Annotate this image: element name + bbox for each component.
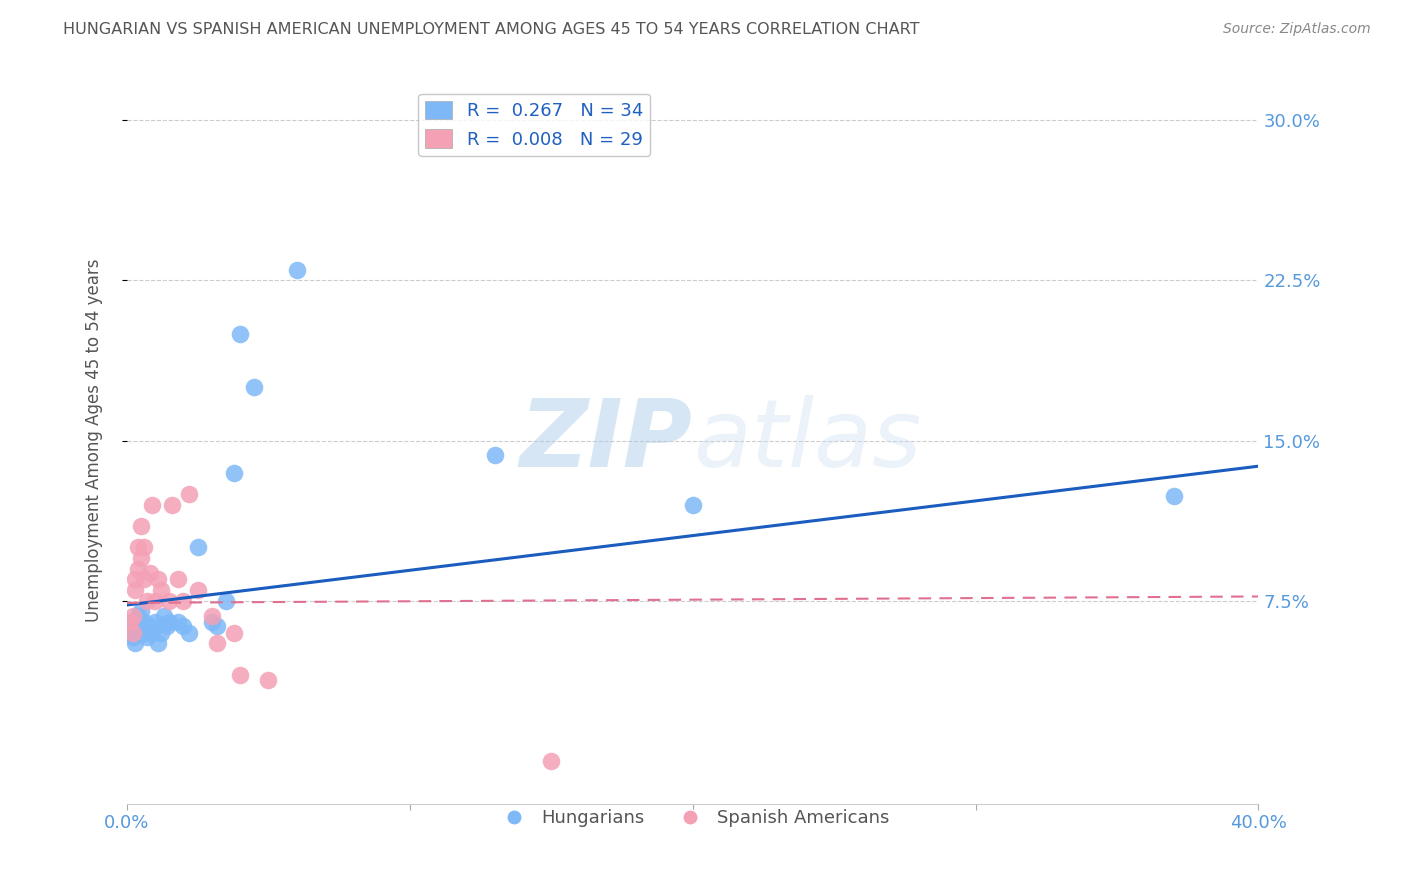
Point bbox=[124, 636, 146, 650]
Point bbox=[121, 615, 143, 629]
Point bbox=[166, 573, 188, 587]
Point bbox=[146, 636, 169, 650]
Point bbox=[229, 326, 252, 341]
Point bbox=[285, 262, 308, 277]
Point bbox=[127, 562, 149, 576]
Point bbox=[243, 380, 266, 394]
Legend: Hungarians, Spanish Americans: Hungarians, Spanish Americans bbox=[489, 802, 897, 835]
Point bbox=[135, 630, 157, 644]
Point bbox=[155, 619, 177, 633]
Point bbox=[157, 615, 180, 629]
Point bbox=[129, 551, 152, 566]
Point bbox=[149, 625, 172, 640]
Point bbox=[141, 625, 163, 640]
Text: Source: ZipAtlas.com: Source: ZipAtlas.com bbox=[1223, 22, 1371, 37]
Point bbox=[124, 583, 146, 598]
Point bbox=[207, 619, 229, 633]
Point bbox=[143, 593, 166, 607]
Point bbox=[121, 630, 143, 644]
Point bbox=[118, 625, 141, 640]
Point bbox=[215, 593, 238, 607]
Point bbox=[129, 604, 152, 618]
Point bbox=[146, 573, 169, 587]
Text: ZIP: ZIP bbox=[520, 394, 693, 486]
Point bbox=[1163, 489, 1185, 503]
Point bbox=[173, 619, 195, 633]
Point bbox=[257, 673, 280, 687]
Point bbox=[224, 625, 246, 640]
Y-axis label: Unemployment Among Ages 45 to 54 years: Unemployment Among Ages 45 to 54 years bbox=[86, 259, 103, 623]
Point bbox=[166, 615, 188, 629]
Point bbox=[484, 449, 506, 463]
Point bbox=[179, 625, 201, 640]
Point bbox=[118, 615, 141, 629]
Point bbox=[187, 541, 209, 555]
Point bbox=[135, 593, 157, 607]
Point bbox=[138, 566, 160, 580]
Point bbox=[127, 608, 149, 623]
Point bbox=[540, 754, 562, 768]
Point bbox=[224, 466, 246, 480]
Point bbox=[127, 625, 149, 640]
Point bbox=[229, 668, 252, 682]
Point bbox=[132, 615, 155, 629]
Point bbox=[201, 608, 224, 623]
Point bbox=[160, 498, 183, 512]
Text: HUNGARIAN VS SPANISH AMERICAN UNEMPLOYMENT AMONG AGES 45 TO 54 YEARS CORRELATION: HUNGARIAN VS SPANISH AMERICAN UNEMPLOYME… bbox=[63, 22, 920, 37]
Point bbox=[141, 498, 163, 512]
Point bbox=[132, 573, 155, 587]
Point bbox=[121, 608, 143, 623]
Point bbox=[129, 519, 152, 533]
Point bbox=[132, 625, 155, 640]
Point bbox=[138, 619, 160, 633]
Point bbox=[143, 615, 166, 629]
Point bbox=[127, 541, 149, 555]
Point bbox=[201, 615, 224, 629]
Point bbox=[149, 583, 172, 598]
Point bbox=[207, 636, 229, 650]
Point bbox=[121, 625, 143, 640]
Point bbox=[132, 541, 155, 555]
Text: atlas: atlas bbox=[693, 395, 921, 486]
Point bbox=[124, 573, 146, 587]
Point bbox=[152, 608, 174, 623]
Point bbox=[124, 622, 146, 636]
Point bbox=[129, 619, 152, 633]
Point bbox=[157, 593, 180, 607]
Point bbox=[173, 593, 195, 607]
Point bbox=[187, 583, 209, 598]
Point bbox=[682, 498, 704, 512]
Point bbox=[179, 487, 201, 501]
